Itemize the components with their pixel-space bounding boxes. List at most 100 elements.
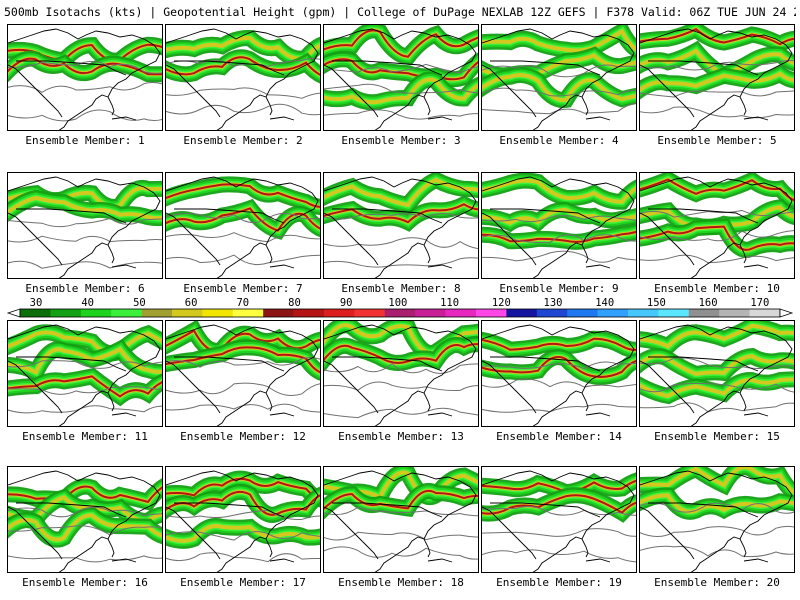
coastline [16, 208, 127, 224]
colorbar-tick-label: 40 [81, 297, 94, 309]
coastline [16, 502, 127, 518]
coastline [640, 28, 793, 130]
isotach-band [640, 71, 794, 93]
colorbar-max-arrow [779, 308, 794, 318]
height-contour [640, 502, 794, 514]
ensemble-map-panel [165, 172, 321, 279]
height-contour [640, 382, 794, 393]
isotach-band [482, 178, 636, 204]
coastline [174, 60, 285, 76]
colorbar-swatch [536, 309, 568, 317]
height-contour [482, 215, 636, 223]
ensemble-map-panel [7, 466, 163, 573]
jet-stream-map [640, 467, 794, 572]
height-contour [166, 103, 320, 116]
coastline [482, 470, 635, 572]
ensemble-member-label: Ensemble Member: 13 [338, 430, 464, 443]
height-contour [482, 87, 636, 97]
ensemble-member-label: Ensemble Member: 3 [341, 134, 461, 147]
coastline [8, 360, 63, 414]
jet-stream-map [166, 470, 320, 572]
colorbar-swatch [476, 309, 507, 317]
jet-stream-map [166, 28, 320, 130]
colorbar-tick-label: 60 [185, 297, 198, 309]
jet-stream-map [482, 470, 636, 572]
coastline [423, 244, 431, 264]
coastline [739, 538, 747, 558]
colorbar-swatch [415, 309, 446, 317]
height-contour [166, 212, 320, 223]
isotach-band [640, 225, 794, 251]
ensemble-map-panel [639, 24, 795, 131]
ensemble-map-panel [481, 320, 637, 427]
isotach-band [482, 494, 636, 515]
height-contour [8, 217, 162, 228]
coastline [640, 360, 695, 414]
height-contour [324, 546, 478, 560]
coastline [482, 28, 635, 130]
coastline [166, 324, 319, 426]
coastline [423, 392, 431, 412]
jet-stream-map [166, 176, 320, 278]
isotach-band [324, 29, 478, 58]
colorbar-tick-label: 140 [595, 297, 614, 309]
height-contour [166, 232, 320, 243]
isotach-band [166, 183, 320, 208]
ensemble-map-panel [481, 24, 637, 131]
height-contour [482, 378, 636, 388]
ensemble-member-label: Ensemble Member: 16 [22, 576, 148, 589]
coastline [16, 60, 127, 76]
ensemble-member-label: Ensemble Member: 17 [180, 576, 306, 589]
ensemble-member-label: Ensemble Member: 18 [338, 576, 464, 589]
isotach-band [166, 477, 320, 501]
coastline [482, 506, 537, 560]
height-contour [166, 382, 320, 396]
coastline [324, 212, 379, 266]
ensemble-member-label: Ensemble Member: 14 [496, 430, 622, 443]
coastline [8, 64, 63, 118]
isotach-band [640, 178, 794, 202]
colorbar-swatch [324, 309, 355, 317]
jet-stream-map [324, 173, 478, 278]
map-title: 500mb Isotachs (kts) | Geopotential Heig… [4, 5, 796, 19]
coastline [111, 116, 137, 121]
coastline [648, 60, 759, 76]
coastline [8, 324, 161, 426]
ensemble-member-label: Ensemble Member: 5 [657, 134, 777, 147]
isotach-band [324, 323, 478, 355]
height-contour [8, 235, 162, 243]
coastline [111, 412, 137, 417]
coastline [324, 64, 379, 118]
jet-stream-map [640, 173, 794, 278]
isotach-band [8, 375, 162, 398]
coastline [482, 176, 635, 278]
height-contour [8, 386, 162, 395]
colorbar-swatch [506, 309, 538, 317]
colorbar-tick-label: 130 [544, 297, 563, 309]
ensemble-member-label: Ensemble Member: 6 [25, 282, 145, 295]
isotach-band [482, 337, 636, 351]
isotach-band [482, 230, 636, 243]
coastline [490, 208, 601, 224]
coastline [739, 392, 747, 412]
colorbar-swatch [749, 309, 781, 317]
ensemble-map-panel [165, 466, 321, 573]
height-contour [166, 552, 320, 563]
colorbar-swatch [111, 309, 142, 317]
ensemble-map-panel [481, 466, 637, 573]
coastline [107, 96, 115, 116]
colorbar-tick-label: 160 [699, 297, 718, 309]
height-contour [482, 64, 636, 78]
ensemble-member-label: Ensemble Member: 15 [654, 430, 780, 443]
jet-stream-map [8, 324, 162, 426]
colorbar-swatch [597, 309, 629, 317]
height-contour [640, 525, 794, 537]
coastline [427, 116, 453, 121]
ensemble-map-panel [7, 24, 163, 131]
coastline [423, 538, 431, 558]
colorbar-swatch [719, 309, 750, 317]
colorbar-tick-label: 100 [388, 297, 407, 309]
coastline [640, 176, 793, 278]
coastline [332, 502, 443, 518]
coastline [490, 60, 601, 76]
